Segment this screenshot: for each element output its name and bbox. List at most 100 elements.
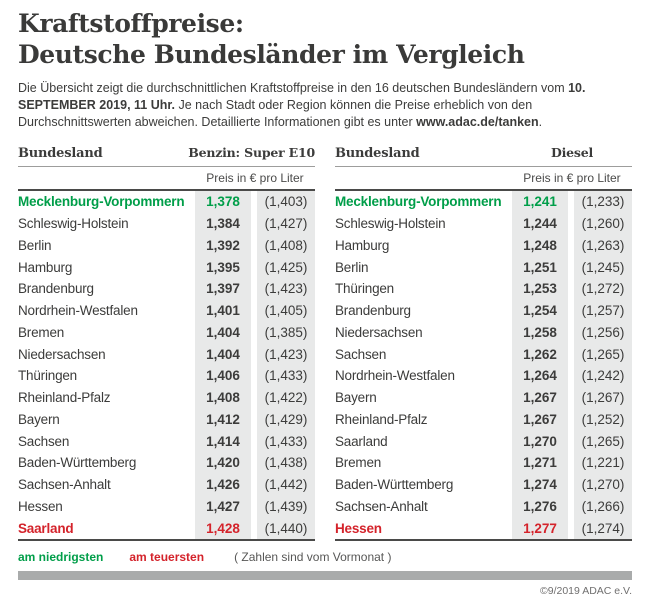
- current-price: 1,244: [512, 212, 568, 235]
- state-name: Hessen: [18, 498, 63, 514]
- previous-month-price: (1,252): [574, 408, 632, 431]
- intro-segment: .: [538, 115, 543, 129]
- previous-month-price: (1,429): [257, 408, 315, 431]
- current-price: 1,254: [512, 299, 568, 322]
- current-price: 1,264: [512, 365, 568, 387]
- current-price: 1,378: [195, 191, 251, 213]
- previous-month-price: (1,408): [257, 234, 315, 257]
- state-name: Sachsen-Anhalt: [335, 498, 428, 514]
- table-row: Mecklenburg-Vorpommern 1,241 (1,233): [335, 191, 632, 213]
- previous-month-price: (1,270): [574, 473, 632, 496]
- page-title-line2: Deutsche Bundesländer im Vergleich: [18, 40, 525, 69]
- table-row: Rheinland-Pfalz 1,267 (1,252): [335, 408, 632, 431]
- table-row: Schleswig-Holstein 1,384 (1,427): [18, 212, 315, 235]
- current-price: 1,428: [195, 517, 251, 539]
- previous-month-price: (1,245): [574, 256, 632, 278]
- state-name: Saarland: [335, 433, 388, 449]
- previous-month-price: (1,272): [574, 278, 632, 300]
- previous-month-price: (1,439): [257, 495, 315, 518]
- table-row: Sachsen-Anhalt 1,426 (1,442): [18, 473, 315, 496]
- state-name: Bayern: [18, 411, 60, 427]
- state-name: Brandenburg: [18, 281, 94, 297]
- state-name: Rheinland-Pfalz: [335, 411, 428, 427]
- current-price: 1,404: [195, 321, 251, 344]
- previous-month-price: (1,405): [257, 299, 315, 322]
- current-price: 1,251: [512, 256, 568, 278]
- table-row: Berlin 1,251 (1,245): [335, 256, 632, 278]
- previous-month-price: (1,442): [257, 473, 315, 496]
- fuel-table-diesel: Bundesland Diesel Preis in € pro Liter M…: [335, 145, 632, 541]
- previous-month-price: (1,260): [574, 212, 632, 235]
- current-price: 1,420: [195, 452, 251, 474]
- table-row: Baden-Württemberg 1,274 (1,270): [335, 473, 632, 496]
- state-name: Niedersachsen: [335, 324, 423, 340]
- previous-month-price: (1,265): [574, 343, 632, 365]
- state-name: Sachsen: [18, 433, 70, 449]
- state-name: Berlin: [335, 259, 369, 275]
- intro-segment: Je nach Stadt oder Region können die Pre…: [18, 98, 533, 129]
- previous-month-price: (1,403): [257, 191, 315, 213]
- previous-month-price: (1,257): [574, 299, 632, 322]
- table-rows: Mecklenburg-Vorpommern 1,378 (1,403) Schles…: [18, 191, 315, 541]
- unit-row: Preis in € pro Liter: [18, 167, 315, 191]
- state-name: Thüringen: [335, 281, 394, 297]
- intro-date: 10. SEPTEMBER 2019, 11 Uhr.: [18, 81, 586, 112]
- current-price: 1,404: [195, 343, 251, 365]
- table-row: Bremen 1,271 (1,221): [335, 452, 632, 474]
- current-price: 1,277: [512, 517, 568, 539]
- current-price: 1,253: [512, 278, 568, 300]
- state-name: Nordrhein-Westfalen: [335, 368, 455, 384]
- table-row: Sachsen-Anhalt 1,276 (1,266): [335, 495, 632, 518]
- previous-month-price: (1,423): [257, 343, 315, 365]
- unit-label: Preis in € pro Liter: [206, 171, 304, 185]
- state-name: Nordrhein-Westfalen: [18, 303, 138, 319]
- previous-month-price: (1,438): [257, 452, 315, 474]
- legend: am niedrigsten am teuersten ( Zahlen sin…: [18, 550, 632, 564]
- intro-segment: Die Übersicht zeigt die durchschnittlich…: [18, 81, 569, 95]
- table-row: Niedersachsen 1,404 (1,423): [18, 343, 315, 365]
- current-price: 1,248: [512, 234, 568, 257]
- table-row: Brandenburg 1,254 (1,257): [335, 299, 632, 322]
- table-row: Bremen 1,404 (1,385): [18, 321, 315, 344]
- table-row: Hessen 1,427 (1,439): [18, 495, 315, 518]
- current-price: 1,262: [512, 343, 568, 365]
- previous-month-price: (1,233): [574, 191, 632, 213]
- current-price: 1,401: [195, 299, 251, 322]
- current-price: 1,395: [195, 256, 251, 278]
- table-row: Nordrhein-Westfalen 1,264 (1,242): [335, 365, 632, 387]
- current-price: 1,397: [195, 278, 251, 300]
- previous-month-price: (1,427): [257, 212, 315, 235]
- table-row: Berlin 1,392 (1,408): [18, 234, 315, 257]
- state-name: Saarland: [18, 520, 74, 536]
- table-row: Thüringen 1,406 (1,433): [18, 365, 315, 387]
- table-row: Saarland 1,428 (1,440): [18, 517, 315, 539]
- state-name: Sachsen-Anhalt: [18, 477, 111, 493]
- previous-month-price: (1,242): [574, 365, 632, 387]
- legend-lowest: am niedrigsten: [18, 550, 104, 564]
- state-name: Hamburg: [335, 237, 390, 253]
- table-row: Hamburg 1,395 (1,425): [18, 256, 315, 278]
- state-name: Brandenburg: [335, 303, 411, 319]
- current-price: 1,384: [195, 212, 251, 235]
- table-row: Saarland 1,270 (1,265): [335, 430, 632, 452]
- table-row: Thüringen 1,253 (1,272): [335, 278, 632, 300]
- current-price: 1,270: [512, 430, 568, 452]
- previous-month-price: (1,385): [257, 321, 315, 344]
- previous-month-price: (1,433): [257, 365, 315, 387]
- legend-highest: am teuersten: [129, 550, 205, 564]
- current-price: 1,408: [195, 386, 251, 409]
- previous-month-price: (1,422): [257, 386, 315, 409]
- current-price: 1,276: [512, 495, 568, 518]
- state-name: Bremen: [335, 455, 382, 471]
- state-name: Baden-Württemberg: [335, 477, 454, 493]
- table-row: Bayern 1,412 (1,429): [18, 408, 315, 431]
- column-header-bundesland: Bundesland: [18, 146, 103, 161]
- column-header-fuel: Diesel: [550, 145, 594, 160]
- table-row: Schleswig-Holstein 1,244 (1,260): [335, 212, 632, 235]
- state-name: Mecklenburg-Vorpommern: [335, 194, 502, 210]
- copyright-text: ©9/2019 ADAC e.V.: [540, 585, 632, 597]
- legend-note: ( Zahlen sind vom Vormonat ): [234, 550, 392, 564]
- column-header-fuel: Benzin: Super E10: [188, 145, 315, 160]
- state-name: Bremen: [18, 324, 65, 340]
